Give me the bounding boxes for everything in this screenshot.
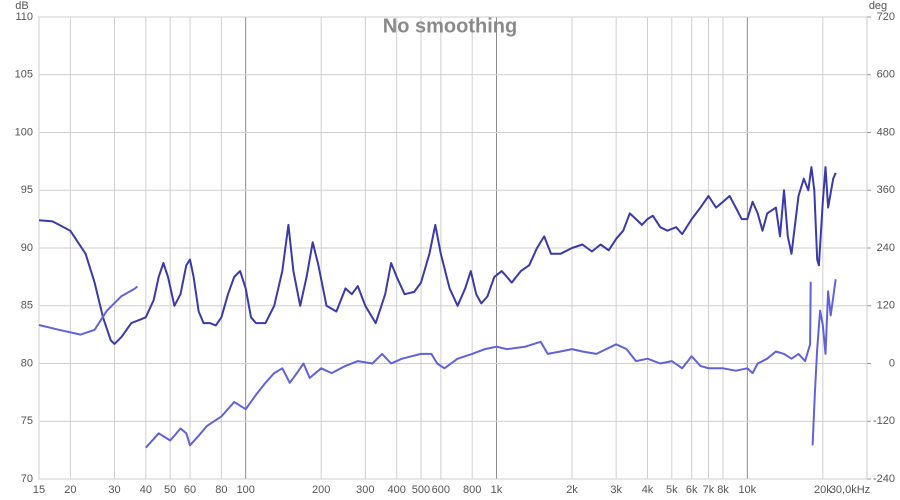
x-tick-label: 20 bbox=[64, 484, 76, 496]
x-tick-label: 300 bbox=[356, 484, 374, 496]
y2-tick-label: -120 bbox=[873, 415, 895, 427]
series-line bbox=[145, 281, 812, 449]
y2-axis-label: deg bbox=[869, 0, 887, 12]
x-tick-label: 200 bbox=[312, 484, 330, 496]
x-tick-label: 500 bbox=[412, 484, 430, 496]
y-tick-label: 110 bbox=[15, 11, 33, 23]
y-tick-label: 70 bbox=[21, 473, 33, 485]
x-tick-label: 2k bbox=[566, 484, 578, 496]
x-tick-label: 1k bbox=[491, 484, 503, 496]
y-tick-label: 100 bbox=[15, 126, 33, 138]
y2-tick-label: -240 bbox=[873, 473, 895, 485]
x-tick-label: 50 bbox=[164, 484, 176, 496]
y-tick-label: 80 bbox=[21, 357, 33, 369]
x-tick-label: 60 bbox=[184, 484, 196, 496]
x-tick-label: 20k bbox=[814, 484, 832, 496]
chart-title: No smoothing bbox=[383, 15, 517, 37]
x-tick-label: 30,0kHz bbox=[830, 484, 870, 496]
x-tick-label: 10k bbox=[738, 484, 756, 496]
x-tick-label: 5k bbox=[666, 484, 678, 496]
x-tick-label: 4k bbox=[642, 484, 654, 496]
y-tick-label: 75 bbox=[21, 415, 33, 427]
x-tick-label: 80 bbox=[215, 484, 227, 496]
series-line bbox=[38, 166, 837, 345]
y2-tick-label: 480 bbox=[877, 126, 895, 138]
y-tick-label: 105 bbox=[15, 69, 33, 81]
x-tick-label: 15 bbox=[33, 484, 45, 496]
x-tick-label: 30 bbox=[108, 484, 120, 496]
x-tick-label: 800 bbox=[463, 484, 481, 496]
series-line bbox=[811, 279, 837, 446]
x-tick-label: 7k bbox=[703, 484, 715, 496]
y-axis-label: dB bbox=[15, 0, 28, 12]
x-tick-label: 100 bbox=[236, 484, 254, 496]
x-tick-label: 3k bbox=[610, 484, 622, 496]
y2-tick-label: 240 bbox=[877, 242, 895, 254]
y2-tick-label: 120 bbox=[877, 300, 895, 312]
y2-tick-label: 720 bbox=[877, 11, 895, 23]
x-tick-label: 8k bbox=[717, 484, 729, 496]
x-tick-label: 40 bbox=[140, 484, 152, 496]
y-tick-label: 90 bbox=[21, 242, 33, 254]
x-tick-label: 6k bbox=[686, 484, 698, 496]
y2-tick-label: 360 bbox=[877, 184, 895, 196]
y-tick-label: 95 bbox=[21, 184, 33, 196]
x-tick-label: 600 bbox=[432, 484, 450, 496]
y2-tick-label: 0 bbox=[889, 357, 895, 369]
x-tick-label: 400 bbox=[387, 484, 405, 496]
y-tick-label: 85 bbox=[21, 300, 33, 312]
series-line bbox=[38, 285, 139, 336]
y2-tick-label: 600 bbox=[877, 69, 895, 81]
